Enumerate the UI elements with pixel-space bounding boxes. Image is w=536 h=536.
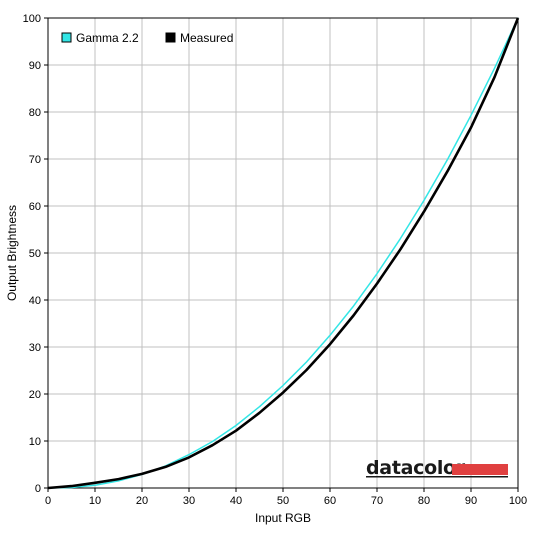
x-tick-label: 100 bbox=[509, 495, 527, 507]
x-tick-label: 90 bbox=[465, 495, 477, 507]
x-axis-label: Input RGB bbox=[255, 511, 311, 525]
y-axis-label: Output Brightness bbox=[5, 205, 19, 301]
y-tick-label: 40 bbox=[29, 295, 41, 307]
grid bbox=[47, 17, 519, 489]
x-tick-label: 0 bbox=[45, 495, 51, 507]
legend: Gamma 2.2 Measured bbox=[61, 31, 233, 45]
x-tick-label: 60 bbox=[324, 495, 336, 507]
x-tick-label: 20 bbox=[136, 495, 148, 507]
y-tick-label: 30 bbox=[29, 342, 41, 354]
y-tick-label: 70 bbox=[29, 154, 41, 166]
y-tick-label: 80 bbox=[29, 107, 41, 119]
x-tick-label: 80 bbox=[418, 495, 430, 507]
logo-bar bbox=[452, 464, 508, 475]
x-tick-label: 10 bbox=[89, 495, 101, 507]
y-tick-label: 50 bbox=[29, 248, 41, 260]
x-tick-label: 40 bbox=[230, 495, 242, 507]
x-tick-label: 30 bbox=[183, 495, 195, 507]
y-tick-label: 20 bbox=[29, 389, 41, 401]
y-tick-label: 60 bbox=[29, 201, 41, 213]
logo-underline bbox=[366, 476, 508, 478]
y-tick-label: 90 bbox=[29, 60, 41, 72]
legend-label: Gamma 2.2 bbox=[76, 31, 139, 45]
series-layer bbox=[47, 17, 520, 490]
y-tick-label: 100 bbox=[23, 13, 41, 25]
x-tick-label: 50 bbox=[277, 495, 289, 507]
series-line-measured bbox=[47, 17, 520, 490]
x-axis-ticks: 0 10 20 30 40 50 60 70 80 90 100 bbox=[45, 488, 527, 507]
legend-swatch bbox=[165, 32, 176, 43]
x-tick-label: 70 bbox=[371, 495, 383, 507]
logo-text: datacolor bbox=[366, 457, 466, 479]
legend-swatch bbox=[61, 32, 72, 43]
legend-label: Measured bbox=[180, 31, 233, 45]
y-tick-label: 10 bbox=[29, 436, 41, 448]
y-axis-ticks: 0 10 20 30 40 50 60 70 80 90 100 bbox=[23, 13, 48, 495]
y-tick-label: 0 bbox=[35, 483, 41, 495]
datacolor-logo: datacolor bbox=[366, 457, 508, 479]
series-line-gamma-2-2 bbox=[47, 17, 519, 489]
